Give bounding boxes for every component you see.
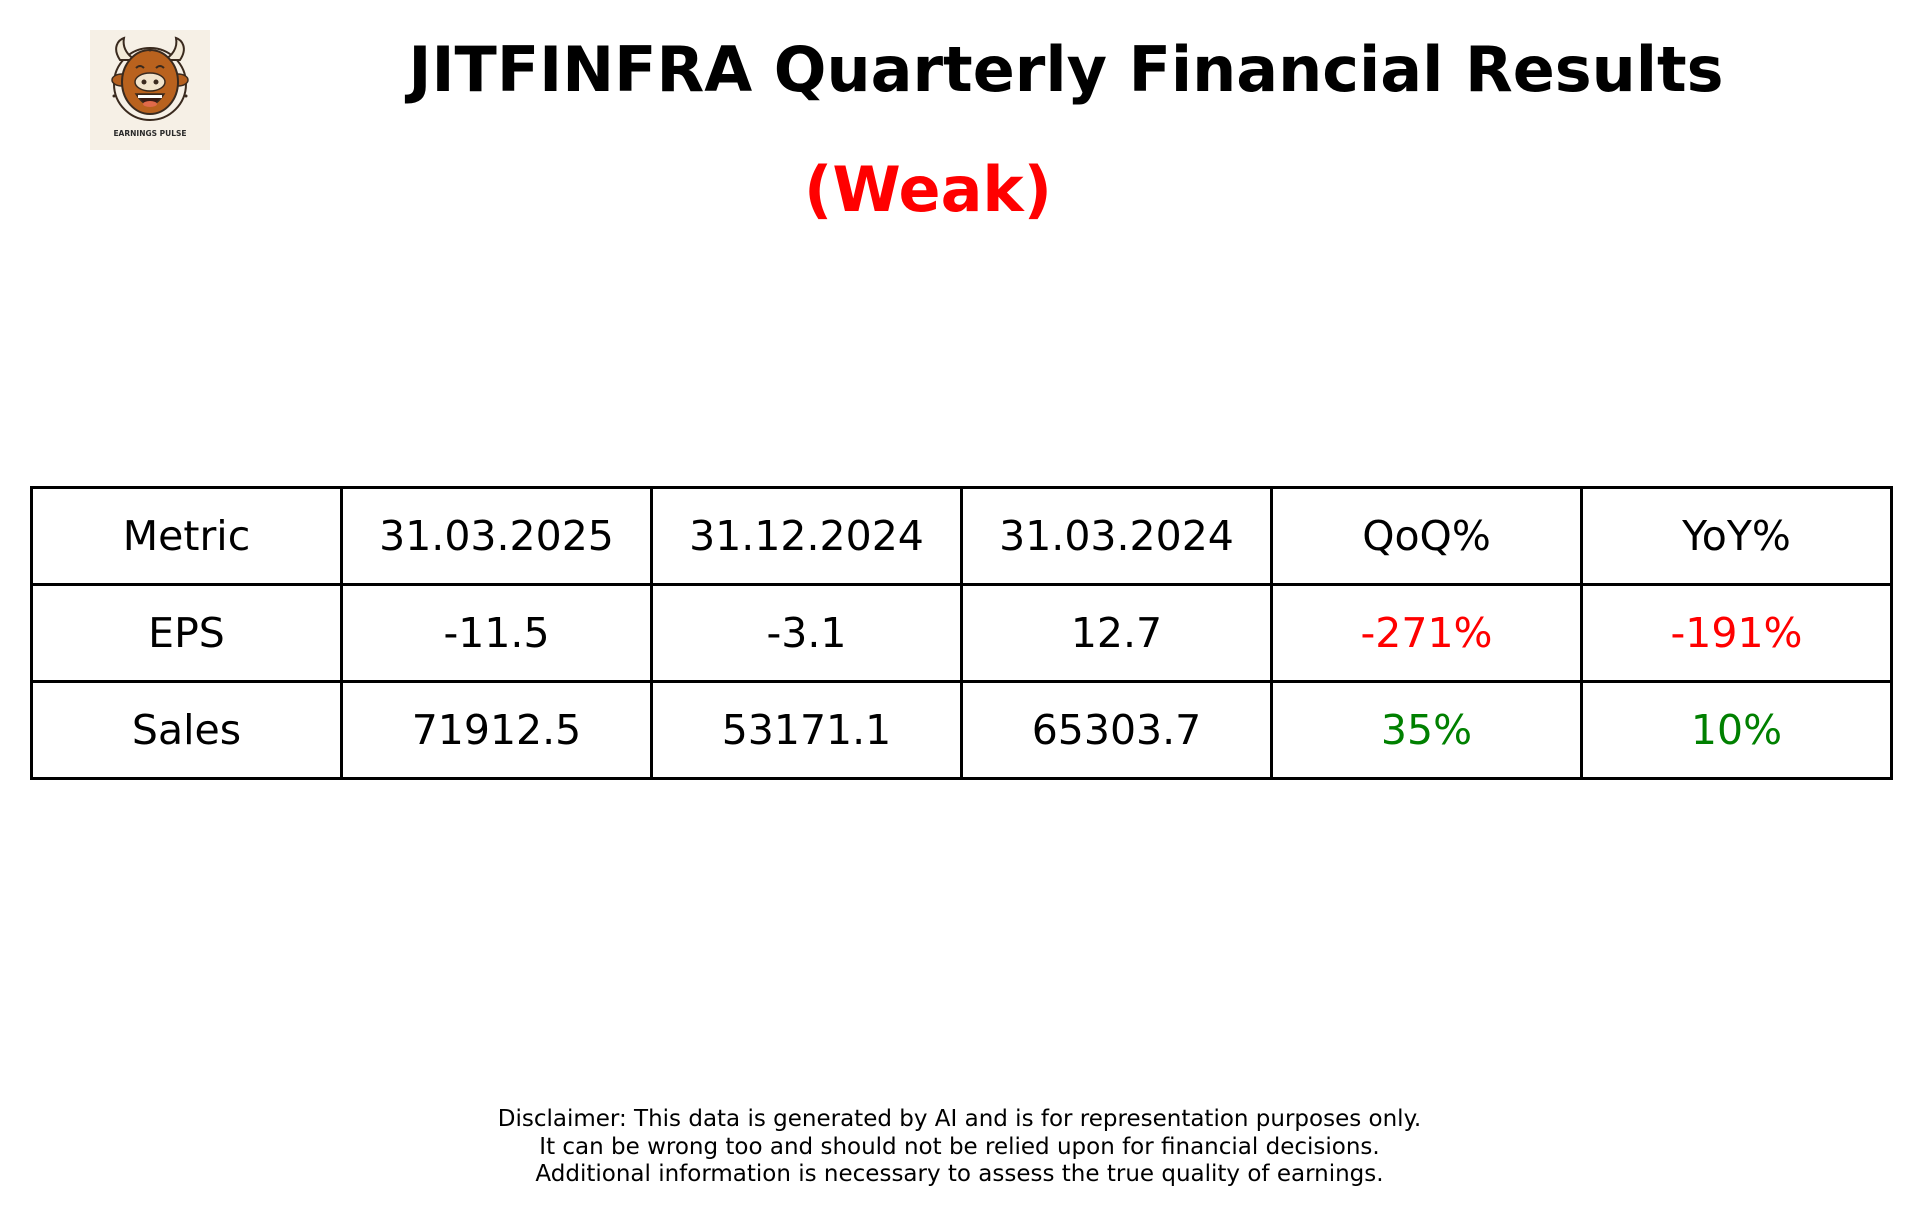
column-header: 31.12.2024 <box>650 486 963 586</box>
table-row: Sales 71912.5 53171.1 65303.7 35% 10% <box>30 680 1893 780</box>
value-cell: 71912.5 <box>340 680 653 780</box>
page-title: JITFINFRA Quarterly Financial Results <box>408 33 1724 106</box>
yoy-cell: 10% <box>1580 680 1893 780</box>
column-header: 31.03.2024 <box>960 486 1273 586</box>
earnings-pulse-logo: EARNINGS PULSE <box>90 30 210 150</box>
metric-cell: Sales <box>30 680 343 780</box>
column-header: 31.03.2025 <box>340 486 653 586</box>
results-table: Metric 31.03.2025 31.12.2024 31.03.2024 … <box>30 486 1893 780</box>
yoy-cell: -191% <box>1580 583 1893 683</box>
disclaimer-line: It can be wrong too and should not be re… <box>539 1133 1380 1160</box>
column-header: YoY% <box>1580 486 1893 586</box>
value-cell: -3.1 <box>650 583 963 683</box>
column-header: Metric <box>30 486 343 586</box>
rating-label: (Weak) <box>804 153 1052 226</box>
column-header: QoQ% <box>1270 486 1583 586</box>
value-cell: 65303.7 <box>960 680 1273 780</box>
value-cell: 12.7 <box>960 583 1273 683</box>
disclaimer: Disclaimer: This data is generated by AI… <box>0 1106 1919 1189</box>
table-row: EPS -11.5 -3.1 12.7 -271% -191% <box>30 583 1893 683</box>
value-cell: 53171.1 <box>650 680 963 780</box>
table-header-row: Metric 31.03.2025 31.12.2024 31.03.2024 … <box>30 486 1893 586</box>
disclaimer-line: Disclaimer: This data is generated by AI… <box>497 1106 1422 1132</box>
bull-mascot-icon: EARNINGS PULSE <box>111 36 189 138</box>
qoq-cell: -271% <box>1270 583 1583 683</box>
value-cell: -11.5 <box>340 583 653 683</box>
svg-text:EARNINGS PULSE: EARNINGS PULSE <box>113 129 186 138</box>
disclaimer-line: Additional information is necessary to a… <box>535 1161 1384 1187</box>
metric-cell: EPS <box>30 583 343 683</box>
qoq-cell: 35% <box>1270 680 1583 780</box>
